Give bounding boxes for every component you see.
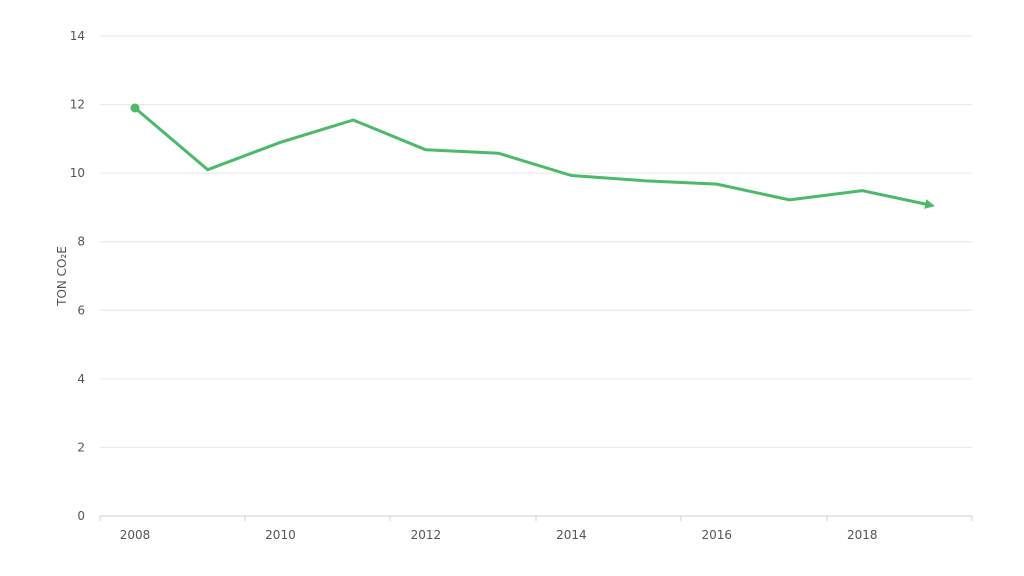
- x-tick-label: 2008: [120, 528, 151, 542]
- y-tick-label: 0: [77, 509, 85, 523]
- y-tick-label: 8: [77, 235, 85, 249]
- x-tick-labels: 2008 2010 2012 2014 2016 2018: [120, 528, 878, 542]
- y-tick-label: 12: [70, 98, 85, 112]
- y-tick-labels: 0 2 4 6 8 10 12 14: [70, 29, 85, 523]
- y-tick-label: 2: [77, 440, 85, 454]
- gridlines: [100, 35, 972, 448]
- series-line: [133, 106, 927, 206]
- start-marker: [130, 103, 140, 113]
- x-tick-label: 2012: [411, 528, 442, 542]
- x-tick-label: 2018: [847, 528, 878, 542]
- x-tick-label: 2010: [265, 528, 296, 542]
- y-axis-title: TON CO₂E: [55, 246, 69, 307]
- x-tick-label: 2014: [556, 528, 587, 542]
- x-tick-label: 2016: [702, 528, 733, 542]
- y-tick-label: 14: [70, 29, 85, 43]
- y-tick-label: 10: [70, 166, 85, 180]
- series: [130, 103, 935, 209]
- y-tick-label: 4: [77, 372, 85, 386]
- end-arrow: [924, 199, 935, 209]
- x-axis: [99, 515, 973, 521]
- y-tick-label: 6: [77, 303, 85, 317]
